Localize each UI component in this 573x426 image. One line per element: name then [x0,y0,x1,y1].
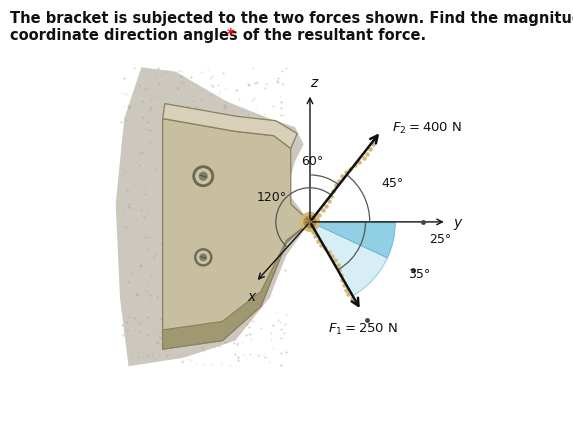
Text: 60°: 60° [301,155,324,168]
Text: z: z [310,75,317,89]
Text: coordinate direction angles of the resultant force.: coordinate direction angles of the resul… [10,28,426,43]
Circle shape [301,213,319,232]
Circle shape [199,173,207,181]
Text: *: * [226,28,234,43]
Polygon shape [163,119,310,349]
Circle shape [196,170,211,184]
Polygon shape [163,104,297,149]
Text: $F_2 = 400\ \mathrm{N}$: $F_2 = 400\ \mathrm{N}$ [391,121,462,136]
Wedge shape [310,222,395,259]
Text: 25°: 25° [430,232,452,245]
Polygon shape [116,68,310,366]
Text: $F_1 = 250\ \mathrm{N}$: $F_1 = 250\ \mathrm{N}$ [328,322,398,337]
Text: 120°: 120° [257,190,286,204]
Circle shape [197,252,209,264]
Circle shape [200,254,206,261]
Polygon shape [163,222,310,349]
Circle shape [304,216,316,228]
Text: 35°: 35° [408,267,430,280]
Text: 45°: 45° [382,177,403,190]
Circle shape [195,249,212,266]
Text: The bracket is subjected to the two forces shown. Find the magnitude and: The bracket is subjected to the two forc… [10,11,573,26]
Wedge shape [310,222,387,296]
Circle shape [193,167,214,187]
Text: y: y [453,216,461,229]
Text: x: x [248,289,256,303]
